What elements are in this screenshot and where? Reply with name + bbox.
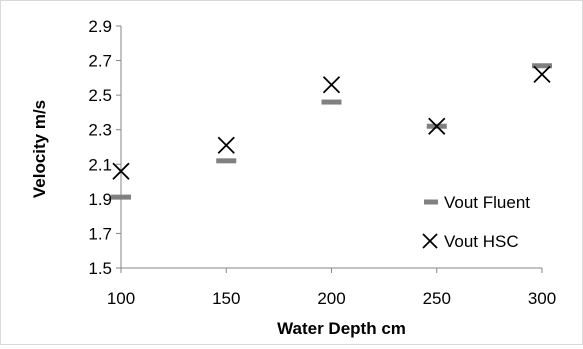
legend-label: Vout HSC xyxy=(444,232,519,251)
x-tick-label: 200 xyxy=(317,289,345,308)
x-marker-stroke xyxy=(322,76,341,94)
y-tick-label: 2.3 xyxy=(88,121,112,140)
y-tick-label: 1.7 xyxy=(88,224,112,243)
legend-x-marker xyxy=(422,233,438,249)
data-point-x xyxy=(533,65,551,84)
x-marker-stroke xyxy=(428,117,446,135)
x-marker-stroke xyxy=(217,136,235,154)
y-axis-title: Velocity m/s xyxy=(30,100,49,198)
axes xyxy=(116,25,543,273)
legend: Vout Fluent Vout HSC xyxy=(422,193,530,251)
legend-item: Vout HSC xyxy=(422,232,519,251)
x-axis-title: Water Depth cm xyxy=(277,319,406,338)
y-tick-label: 1.9 xyxy=(88,190,112,209)
data-point-x xyxy=(428,117,446,135)
x-tick-label: 100 xyxy=(107,289,135,308)
x-marker-stroke xyxy=(422,233,438,249)
data-marks xyxy=(111,63,552,200)
x-tick-label: 150 xyxy=(212,289,240,308)
x-marker-stroke xyxy=(112,162,130,180)
data-point-dash xyxy=(321,99,342,105)
legend-label: Vout Fluent xyxy=(444,193,530,212)
legend-dash-marker xyxy=(424,199,438,205)
data-point-dash xyxy=(216,158,237,164)
y-tick-label: 2.5 xyxy=(88,86,112,105)
data-point-x xyxy=(112,162,130,180)
y-tick-label: 2.7 xyxy=(88,52,112,71)
legend-item: Vout Fluent xyxy=(424,193,530,212)
y-tick-label: 2.1 xyxy=(88,155,112,174)
series-vout-hsc xyxy=(112,65,551,180)
y-tick-label: 2.9 xyxy=(88,17,112,36)
x-marker-stroke xyxy=(533,65,551,84)
x-tick-label: 250 xyxy=(423,289,451,308)
x-tick-label: 300 xyxy=(528,289,556,308)
data-point-dash xyxy=(111,194,131,200)
tick-labels: 1.5 1.7 1.9 2.1 2.3 2.5 2.7 2.9 100 150 200 250 300 xyxy=(88,17,556,308)
data-point-x xyxy=(322,76,341,94)
data-point-dash xyxy=(532,63,552,69)
y-tick-label: 1.5 xyxy=(88,259,112,278)
data-point-x xyxy=(217,136,235,154)
